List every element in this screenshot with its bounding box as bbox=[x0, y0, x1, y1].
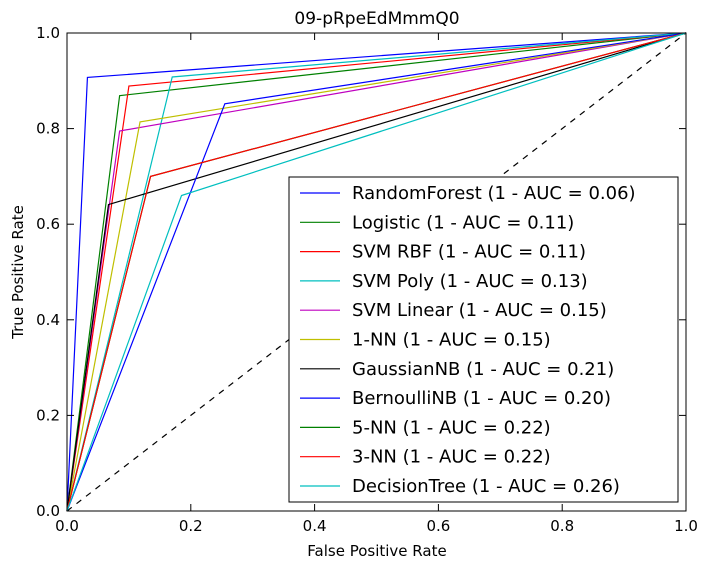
series-line-9 bbox=[66, 32, 687, 512]
x-tick-label-4: 0.8 bbox=[550, 517, 574, 535]
series-line-2 bbox=[66, 32, 687, 512]
x-tick-label-0: 0.0 bbox=[55, 517, 79, 535]
legend-entry-0: RandomForest (1 - AUC = 0.06) bbox=[352, 183, 636, 204]
y-tick-label-2: 0.4 bbox=[36, 311, 60, 329]
y-axis-label: True Positive Rate bbox=[9, 205, 27, 340]
y-tick-label-4: 0.8 bbox=[36, 120, 60, 138]
series-line-6 bbox=[66, 32, 687, 512]
legend: RandomForest (1 - AUC = 0.06) Logistic (1… bbox=[288, 176, 679, 503]
series-line-0 bbox=[66, 32, 687, 512]
chart-title: 09-pRpeEdMmmQ0 bbox=[294, 9, 459, 29]
legend-entry-4: SVM Linear (1 - AUC = 0.15) bbox=[352, 300, 607, 321]
legend-entry-3: SVM Poly (1 - AUC = 0.13) bbox=[352, 271, 588, 292]
x-tick-label-5: 1.0 bbox=[674, 517, 698, 535]
legend-entry-10: DecisionTree (1 - AUC = 0.26) bbox=[352, 476, 620, 497]
series-line-5 bbox=[66, 32, 687, 512]
legend-entry-7: BernoulliNB (1 - AUC = 0.20) bbox=[352, 388, 611, 409]
y-tick-label-0: 0.0 bbox=[36, 502, 60, 520]
series-line-10 bbox=[66, 32, 687, 512]
legend-entry-5: 1-NN (1 - AUC = 0.15) bbox=[352, 330, 551, 351]
series-line-1 bbox=[66, 32, 687, 512]
plot-frame bbox=[66, 32, 687, 512]
legend-entry-9: 3-NN (1 - AUC = 0.22) bbox=[352, 447, 551, 468]
y-tick-label-5: 1.0 bbox=[36, 24, 60, 42]
reference-diagonal-group bbox=[66, 32, 687, 512]
series-line-7 bbox=[66, 32, 687, 512]
ticks-group: 0.0 0.2 0.4 0.6 0.8 1.0 0.0 0.2 0.4 0.6 0.8 1.0 bbox=[36, 24, 698, 535]
y-tick-label-3: 0.6 bbox=[36, 215, 60, 233]
x-tick-label-3: 0.6 bbox=[426, 517, 450, 535]
legend-entry-2: SVM RBF (1 - AUC = 0.11) bbox=[352, 242, 586, 263]
x-tick-label-2: 0.4 bbox=[303, 517, 327, 535]
legend-entry-6: GaussianNB (1 - AUC = 0.21) bbox=[352, 359, 614, 380]
legend-frame bbox=[288, 176, 679, 503]
series-line-3 bbox=[66, 32, 687, 512]
legend-entry-1: Logistic (1 - AUC = 0.11) bbox=[352, 212, 574, 233]
x-tick-label-1: 0.2 bbox=[179, 517, 203, 535]
y-tick-label-1: 0.2 bbox=[36, 406, 60, 424]
legend-entry-8: 5-NN (1 - AUC = 0.22) bbox=[352, 417, 551, 438]
series-group bbox=[66, 32, 687, 512]
reference-diagonal bbox=[66, 32, 687, 512]
x-axis-label: False Positive Rate bbox=[307, 542, 446, 560]
